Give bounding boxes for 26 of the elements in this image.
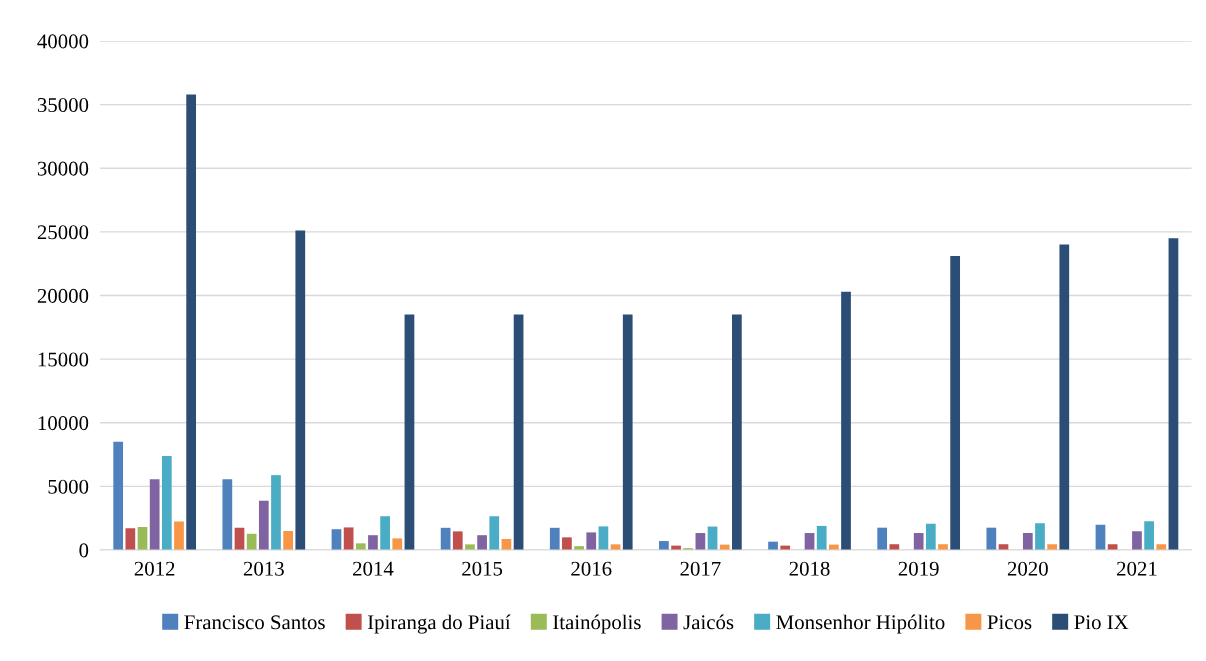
y-tick-label: 15000 — [38, 352, 89, 367]
y-tick-label: 40000 — [37, 34, 89, 49]
x-tick-label: 2018 — [789, 561, 830, 576]
x-tick-label: 2012 — [134, 561, 175, 576]
legend-label: Monsenhor Hipólito — [776, 614, 945, 634]
x-tick-label: 2014 — [353, 561, 394, 576]
x-tick-label: 2015 — [462, 561, 503, 576]
x-tick-label: 2019 — [898, 561, 939, 576]
legend-label: Ipiranga do Piauí — [367, 614, 511, 634]
legend-label: Francisco Santos — [184, 615, 325, 630]
legend-label: Pio IX — [1074, 615, 1129, 630]
legend-label: Jaicós — [683, 614, 734, 630]
x-tick-label: 2016 — [571, 561, 612, 576]
x-tick-label: 2017 — [680, 561, 721, 576]
y-tick-label: 25000 — [37, 225, 89, 240]
x-tick-label: 2021 — [1117, 561, 1157, 576]
y-tick-label: 10000 — [38, 416, 89, 431]
y-tick-label: 35000 — [37, 97, 89, 113]
x-tick-label: 2013 — [243, 561, 284, 576]
y-tick-label: 30000 — [37, 161, 89, 176]
y-tick-label: 20000 — [37, 288, 89, 303]
x-tick-label: 2020 — [1007, 561, 1048, 576]
y-tick-label: 5000 — [48, 479, 89, 494]
y-tick-label: 0 — [79, 543, 89, 558]
legend-label: Picos — [987, 615, 1032, 630]
legend-label: Itainópolis — [553, 614, 641, 634]
